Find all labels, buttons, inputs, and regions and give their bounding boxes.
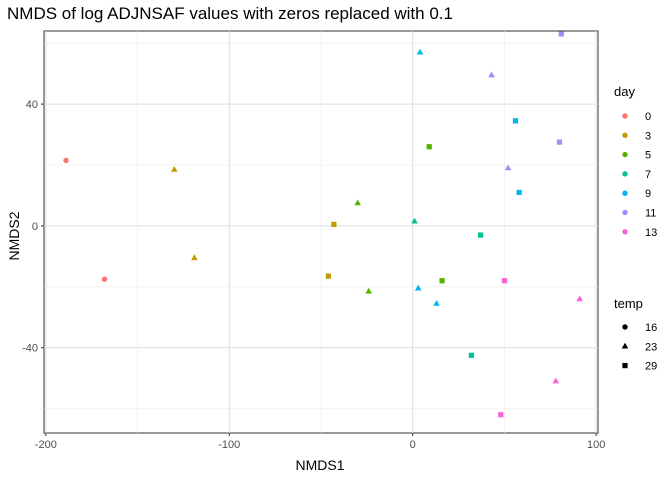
legend-temp-label: 29 [645,361,657,373]
y-axis-title: NMDS2 [6,211,22,260]
legend-day-title: day [614,84,635,99]
legend-temp-title: temp [614,296,643,311]
legend-day-label: 9 [645,188,651,200]
legend-day-key [622,151,628,158]
legend-day-key [622,171,628,177]
y-tick-label: -40 [22,343,38,355]
data-point [556,139,563,145]
legend-temp-key [622,363,628,369]
legend-day-key [622,229,628,235]
legend-day-label: 13 [645,227,657,239]
legend-day-label: 3 [645,130,651,142]
data-point [411,217,418,224]
legend-day-label: 11 [645,208,656,220]
x-axis-title: NMDS1 [295,457,344,473]
data-point [439,278,445,284]
x-tick-label: -100 [218,439,240,451]
data-point [63,157,69,164]
legend-day-label: 0 [645,111,651,123]
data-point [516,189,522,196]
legend-temp-key [621,342,629,349]
data-point [426,144,432,150]
legend-day-label: 5 [645,150,651,162]
data-point [488,71,495,78]
data-point [552,377,560,384]
data-point [170,165,178,172]
data-point [325,273,331,279]
legend-temp-key [622,324,628,330]
data-point [501,278,508,284]
data-point [477,232,484,238]
data-point [331,221,337,227]
data-point [414,284,422,291]
y-tick-label: 40 [26,99,38,111]
legend-day-label: 7 [645,169,651,181]
data-point [468,352,475,358]
legend-day-key [622,132,628,138]
x-tick-label: 0 [410,439,416,451]
data-point [433,299,440,306]
legend-day-key [622,190,628,196]
grid-lines [44,31,598,433]
data-point [576,295,583,302]
x-tick-label: 100 [587,439,605,451]
y-axis-ticks: -40 0 40 [22,99,44,355]
legend-temp-label: 23 [645,341,657,353]
data-point [354,199,361,206]
data-point [416,48,424,55]
y-tick-label: 0 [32,221,38,233]
legend-temp-items: 16 23 29 [621,322,657,373]
legend-temp-label: 16 [645,322,657,334]
data-points [63,31,583,418]
x-axis-ticks: -200 -100 0 100 [35,433,605,451]
data-point [101,276,108,282]
data-point [191,254,198,261]
data-point [558,31,564,37]
data-point [498,412,504,418]
data-point [512,118,519,124]
legend: day 0 3 5 7 9 11 13 temp 16 23 29 [614,84,657,373]
data-point [365,287,372,294]
data-point [504,164,512,171]
legend-day-items: 0 3 5 7 9 11 13 [622,111,657,239]
x-tick-label: -200 [35,439,57,451]
legend-day-key [622,209,628,216]
chart-title: NMDS of log ADJNSAF values with zeros re… [7,4,453,23]
legend-day-key [622,113,628,119]
